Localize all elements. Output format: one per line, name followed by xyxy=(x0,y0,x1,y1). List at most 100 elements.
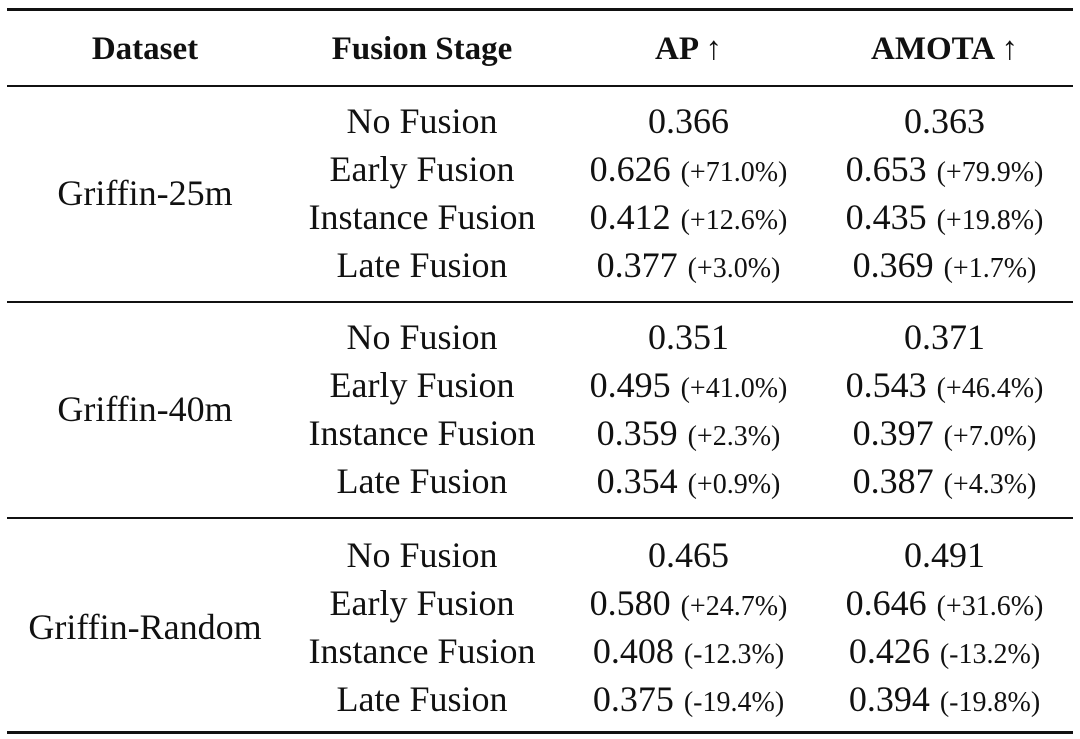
fusion-stage: Late Fusion xyxy=(336,461,508,501)
group-rule xyxy=(7,301,1073,303)
ap-cell: 0.465 xyxy=(561,531,816,579)
fusion-stage: Instance Fusion xyxy=(308,413,536,453)
ap-value: 0.465 xyxy=(648,535,729,575)
fusion-stage: Early Fusion xyxy=(329,149,515,189)
table-row: Early Fusion 0.495 (+41.0%) 0.543 (+46.4%) xyxy=(0,361,1080,409)
header-fusion-stage: Fusion Stage xyxy=(331,31,513,67)
ap-cell: 0.580 (+24.7%) xyxy=(561,579,816,627)
ap-value: 0.580 xyxy=(589,583,671,623)
amota-delta: (+4.3%) xyxy=(943,469,1037,500)
amota-cell: 0.363 xyxy=(816,97,1073,145)
dataset-name: Griffin-40m xyxy=(57,389,233,429)
amota-cell: 0.371 xyxy=(816,313,1073,361)
amota-value: 0.543 xyxy=(845,365,927,405)
fusion-stage: No Fusion xyxy=(346,317,498,357)
amota-value: 0.653 xyxy=(845,149,927,189)
amota-cell: 0.397 (+7.0%) xyxy=(816,409,1073,457)
table-row: Late Fusion 0.377 (+3.0%) 0.369 (+1.7%) xyxy=(0,241,1080,289)
table-row: No Fusion 0.366 0.363 xyxy=(0,97,1080,145)
ap-value: 0.408 xyxy=(592,631,674,671)
ap-cell: 0.375 (-19.4%) xyxy=(561,675,816,723)
amota-value: 0.394 xyxy=(848,679,930,719)
table-row: Early Fusion 0.580 (+24.7%) 0.646 (+31.6%) xyxy=(0,579,1080,627)
amota-delta: (-13.2%) xyxy=(939,639,1041,670)
table-group: Griffin-25m No Fusion 0.366 0.363 Early … xyxy=(0,96,1080,290)
ap-cell: 0.366 xyxy=(561,97,816,145)
amota-delta: (+31.6%) xyxy=(936,591,1044,622)
header-rule xyxy=(7,85,1073,87)
table-row: Instance Fusion 0.359 (+2.3%) 0.397 (+7.0%… xyxy=(0,409,1080,457)
header-dataset: Dataset xyxy=(91,31,199,67)
table-group: Griffin-Random No Fusion 0.465 0.491 Ear… xyxy=(0,530,1080,724)
group-rule xyxy=(7,517,1073,519)
fusion-stage: No Fusion xyxy=(346,535,498,575)
fusion-stage: Late Fusion xyxy=(336,245,508,285)
amota-cell: 0.435 (+19.8%) xyxy=(816,193,1073,241)
ap-delta: (+41.0%) xyxy=(680,373,788,404)
ap-cell: 0.354 (+0.9%) xyxy=(561,457,816,505)
ap-delta: (-19.4%) xyxy=(683,687,785,718)
ap-cell: 0.408 (-12.3%) xyxy=(561,627,816,675)
header-ap: AP ↑ xyxy=(655,31,722,67)
table-row: No Fusion 0.351 0.371 xyxy=(0,313,1080,361)
amota-value: 0.491 xyxy=(904,535,985,575)
amota-value: 0.371 xyxy=(904,317,985,357)
amota-delta: (+7.0%) xyxy=(943,421,1037,452)
amota-value: 0.397 xyxy=(852,413,934,453)
table-row: Instance Fusion 0.412 (+12.6%) 0.435 (+19.… xyxy=(0,193,1080,241)
amota-delta: (+19.8%) xyxy=(936,205,1044,236)
table-row: Late Fusion 0.375 (-19.4%) 0.394 (-19.8%) xyxy=(0,675,1080,723)
ap-delta: (+3.0%) xyxy=(687,253,781,284)
amota-delta: (+1.7%) xyxy=(943,253,1037,284)
amota-cell: 0.369 (+1.7%) xyxy=(816,241,1073,289)
ap-value: 0.626 xyxy=(589,149,671,189)
amota-delta: (+46.4%) xyxy=(936,373,1044,404)
ap-value: 0.377 xyxy=(596,245,678,285)
ap-delta: (+2.3%) xyxy=(687,421,781,452)
dataset-name: Griffin-Random xyxy=(28,607,262,647)
amota-cell: 0.394 (-19.8%) xyxy=(816,675,1073,723)
ap-value: 0.412 xyxy=(589,197,671,237)
fusion-stage: Instance Fusion xyxy=(308,631,536,671)
ap-delta: (+0.9%) xyxy=(687,469,781,500)
ap-delta: (+24.7%) xyxy=(680,591,788,622)
ap-value: 0.351 xyxy=(648,317,729,357)
table-row: Instance Fusion 0.408 (-12.3%) 0.426 (-13.… xyxy=(0,627,1080,675)
amota-delta: (-19.8%) xyxy=(939,687,1041,718)
amota-value: 0.426 xyxy=(848,631,930,671)
table-group: Griffin-40m No Fusion 0.351 0.371 Early … xyxy=(0,312,1080,506)
ap-delta: (-12.3%) xyxy=(683,639,785,670)
amota-cell: 0.653 (+79.9%) xyxy=(816,145,1073,193)
fusion-stage: Instance Fusion xyxy=(308,197,536,237)
amota-cell: 0.491 xyxy=(816,531,1073,579)
ap-cell: 0.412 (+12.6%) xyxy=(561,193,816,241)
amota-value: 0.363 xyxy=(904,101,985,141)
ap-cell: 0.626 (+71.0%) xyxy=(561,145,816,193)
amota-value: 0.387 xyxy=(852,461,934,501)
amota-cell: 0.543 (+46.4%) xyxy=(816,361,1073,409)
ap-cell: 0.351 xyxy=(561,313,816,361)
amota-value: 0.369 xyxy=(852,245,934,285)
ap-delta: (+71.0%) xyxy=(680,157,788,188)
ap-value: 0.375 xyxy=(592,679,674,719)
fusion-stage: Late Fusion xyxy=(336,679,508,719)
fusion-stage: Early Fusion xyxy=(329,365,515,405)
amota-value: 0.435 xyxy=(845,197,927,237)
table-row: No Fusion 0.465 0.491 xyxy=(0,531,1080,579)
top-rule xyxy=(7,8,1073,11)
ap-cell: 0.377 (+3.0%) xyxy=(561,241,816,289)
ap-value: 0.495 xyxy=(589,365,671,405)
table-row: Late Fusion 0.354 (+0.9%) 0.387 (+4.3%) xyxy=(0,457,1080,505)
ap-cell: 0.359 (+2.3%) xyxy=(561,409,816,457)
amota-cell: 0.646 (+31.6%) xyxy=(816,579,1073,627)
table-row: Early Fusion 0.626 (+71.0%) 0.653 (+79.9%) xyxy=(0,145,1080,193)
fusion-stage: Early Fusion xyxy=(329,583,515,623)
ap-value: 0.354 xyxy=(596,461,678,501)
amota-cell: 0.387 (+4.3%) xyxy=(816,457,1073,505)
ap-value: 0.359 xyxy=(596,413,678,453)
ap-cell: 0.495 (+41.0%) xyxy=(561,361,816,409)
header-amota: AMOTA ↑ xyxy=(871,31,1018,67)
dataset-name: Griffin-25m xyxy=(57,173,233,213)
amota-value: 0.646 xyxy=(845,583,927,623)
ap-value: 0.366 xyxy=(648,101,729,141)
